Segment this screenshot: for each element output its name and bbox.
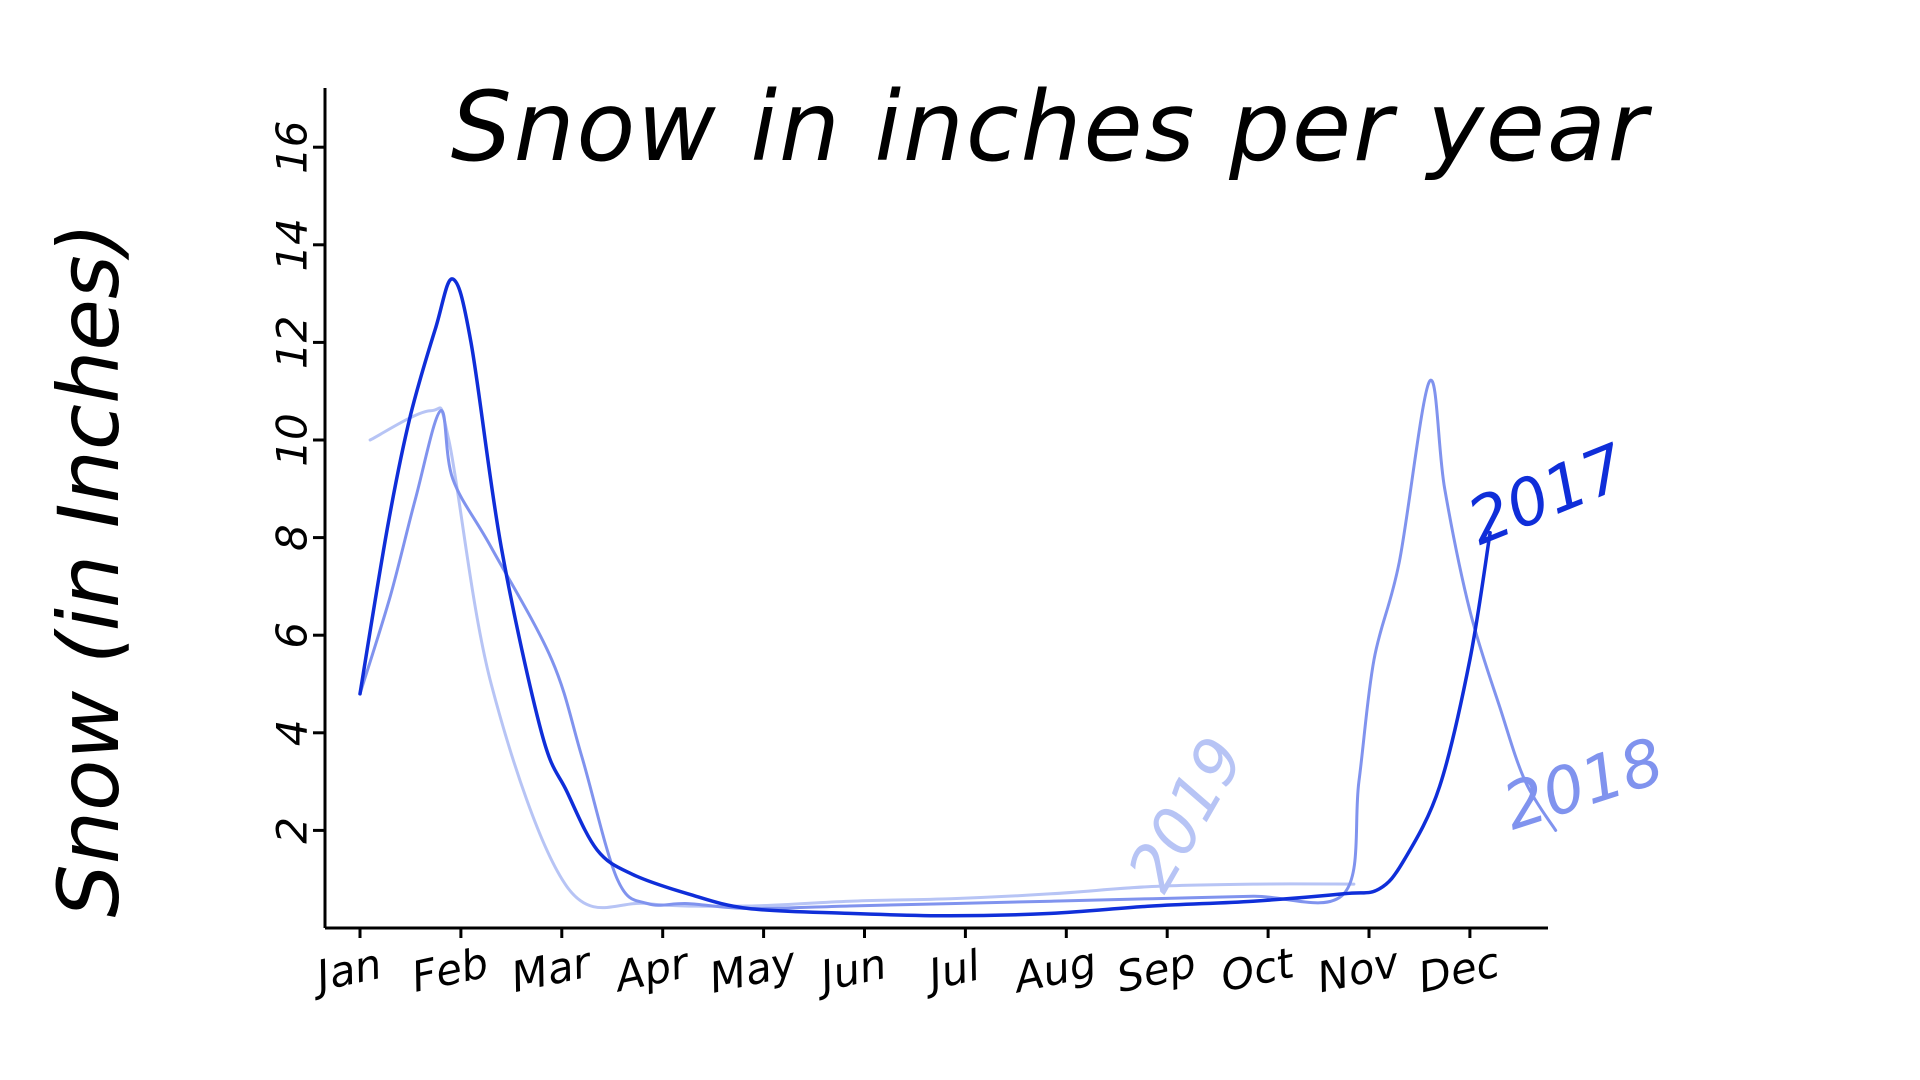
- x-tick-label: Sep: [1112, 938, 1200, 1002]
- y-tick-label: 8: [268, 524, 317, 551]
- series-label-2019: 2019: [1114, 725, 1260, 903]
- series-labels: 2019 2018 2017: [1114, 431, 1672, 904]
- y-tick-label: 14: [268, 218, 317, 271]
- x-tick-label: May: [705, 937, 801, 1003]
- x-tick-label: Nov: [1313, 937, 1404, 1002]
- y-axis-label: Snow (in Inches): [40, 222, 138, 917]
- x-tick-label: Jun: [809, 939, 890, 1002]
- y-tick-label: 16: [268, 120, 317, 173]
- x-tick-label: Jan: [305, 939, 385, 1002]
- chart-title: Snow in inches per year: [451, 71, 1653, 183]
- x-tick-label: Jul: [918, 941, 985, 1001]
- y-tick-label: 6: [268, 622, 317, 649]
- series-line-2018: [358, 378, 1558, 911]
- y-tick-label: 4: [268, 719, 317, 746]
- x-tick-label: Apr: [608, 938, 695, 1002]
- series-label-2018: 2018: [1495, 725, 1673, 846]
- x-tick-label: Oct: [1216, 938, 1299, 1001]
- x-tick-label: Aug: [1007, 937, 1100, 1003]
- series-line-2017: [358, 277, 1492, 918]
- y-ticks: 2 4 6 8 10 12 14 16: [268, 120, 325, 844]
- y-tick-label: 12: [268, 316, 317, 369]
- series-layer: [358, 277, 1558, 918]
- x-tick-label: Dec: [1414, 937, 1504, 1002]
- x-tick-label: Feb: [407, 938, 492, 1002]
- x-ticks: Jan Feb Mar Apr May Jun Jul Aug Sep Oct Nov Dec: [305, 928, 1504, 1003]
- y-tick-label: 10: [268, 413, 317, 466]
- x-tick-label: Mar: [507, 937, 597, 1002]
- y-tick-label: 2: [268, 817, 317, 844]
- series-label-2017: 2017: [1458, 431, 1637, 561]
